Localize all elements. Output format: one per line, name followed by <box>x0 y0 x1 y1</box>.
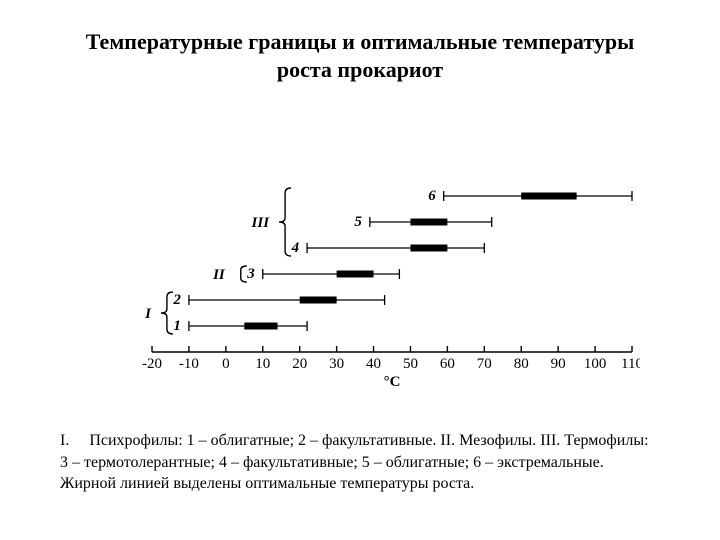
group-label-II: II <box>212 267 226 283</box>
row-label-3: 3 <box>246 266 255 282</box>
row-label-2: 2 <box>172 292 181 308</box>
group-bracket-III <box>279 188 291 256</box>
row-label-6: 6 <box>428 188 436 204</box>
axis-tick-label: -20 <box>142 356 162 372</box>
axis-tick-label: -10 <box>179 356 199 372</box>
chart-svg: -20 -10 0 10 20 30 40 50 60 70 80 90 100 110 °C 1 2 3 4 5 6 I… <box>80 130 640 390</box>
axis-tick-label: 70 <box>477 356 492 372</box>
group-label-I: I <box>144 306 152 322</box>
axis-tick-label: 0 <box>222 356 230 372</box>
page-title: Температурные границы и оптимальные темп… <box>0 0 720 93</box>
caption: I. Психрофилы: 1 – облигатные; 2 – факул… <box>60 430 660 495</box>
axis-tick-label: 80 <box>514 356 529 372</box>
axis-tick-label: 100 <box>584 356 607 372</box>
row-label-1: 1 <box>173 318 181 334</box>
axis-tick-label: 30 <box>329 356 344 372</box>
group-bracket-I <box>161 292 173 334</box>
axis-tick-label: 60 <box>440 356 455 372</box>
caption-lead: I. <box>60 432 69 449</box>
axis-tick-label: 40 <box>366 356 381 372</box>
axis-tick-label: 50 <box>403 356 418 372</box>
group-bracket-II <box>241 266 247 282</box>
temperature-chart: -20 -10 0 10 20 30 40 50 60 70 80 90 100 110 °C 1 2 3 4 5 6 I… <box>80 130 640 400</box>
axis-tick-label: 90 <box>551 356 566 372</box>
row-label-5: 5 <box>354 214 362 230</box>
caption-body: Психрофилы: 1 – облигатные; 2 – факульта… <box>60 432 649 492</box>
axis-tick-label: 20 <box>292 356 307 372</box>
axis-tick-label: 10 <box>255 356 270 372</box>
axis-unit-label: °C <box>384 374 401 390</box>
row-label-4: 4 <box>291 240 300 256</box>
group-label-III: III <box>251 215 271 231</box>
axis-tick-label: 110 <box>621 356 640 372</box>
